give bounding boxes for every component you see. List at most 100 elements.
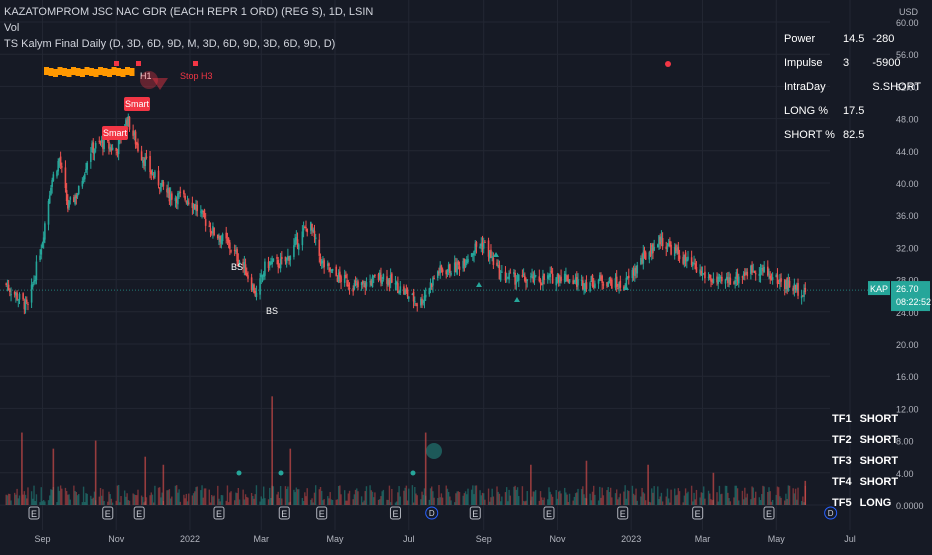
earnings-marker[interactable] <box>102 506 114 520</box>
volume-bar <box>487 488 490 505</box>
earnings-marker-label: E <box>546 509 552 519</box>
earnings-marker[interactable] <box>28 506 40 520</box>
candle-body <box>318 239 321 256</box>
candle-body <box>242 262 244 266</box>
volume-bar <box>284 486 287 505</box>
volume-bar <box>346 500 348 505</box>
candle-body <box>684 252 687 261</box>
dividend-marker[interactable] <box>425 506 439 520</box>
candle-body <box>388 280 391 285</box>
volume-bar <box>294 492 296 505</box>
candle-body <box>711 279 713 282</box>
candle-body <box>403 286 405 295</box>
candle-body <box>497 265 500 267</box>
candle-body <box>40 249 43 255</box>
candle-body <box>751 265 753 273</box>
volume-bar <box>261 498 264 505</box>
volume-bar <box>370 490 372 505</box>
earnings-marker[interactable] <box>469 506 481 520</box>
candle-body <box>746 271 749 277</box>
earnings-marker[interactable] <box>617 506 629 520</box>
volume-bar <box>255 485 258 505</box>
candle-body <box>440 265 443 270</box>
earnings-marker[interactable] <box>278 506 290 520</box>
volume-bar <box>593 485 595 505</box>
volume-bar <box>693 492 695 505</box>
candle-body <box>365 282 368 287</box>
volume-bar <box>388 485 391 505</box>
info-cell <box>843 78 870 100</box>
candle-body <box>560 276 562 282</box>
volume-bar <box>404 487 406 505</box>
candle-body <box>499 273 502 281</box>
bs-label: BS <box>231 262 243 272</box>
candle-body <box>598 275 601 281</box>
volume-bar <box>301 497 304 505</box>
volume-bar <box>331 500 334 505</box>
time-tick-label: Sep <box>476 534 492 544</box>
volume-bar <box>363 500 365 505</box>
candle-body <box>752 270 755 272</box>
candle-body <box>484 242 486 244</box>
volume-bar <box>607 487 609 505</box>
earnings-marker[interactable] <box>316 506 328 520</box>
earnings-marker[interactable] <box>763 506 775 520</box>
earnings-marker[interactable] <box>133 506 145 520</box>
volume-bar <box>137 489 139 505</box>
candle-body <box>177 193 179 205</box>
h1-label: H1 <box>140 71 152 81</box>
volume-bar <box>85 493 87 505</box>
volume-bar <box>479 490 481 505</box>
candle-body <box>7 284 10 291</box>
volume-bar <box>640 496 642 505</box>
volume-bar <box>608 491 611 505</box>
candle-body <box>491 256 493 259</box>
volume-bar <box>212 496 214 505</box>
candle-body <box>792 287 794 291</box>
volume-bar <box>149 495 151 505</box>
earnings-marker[interactable] <box>543 506 555 520</box>
candle-body <box>218 238 220 240</box>
earnings-marker[interactable] <box>389 506 401 520</box>
candle-body <box>736 273 739 282</box>
candle-body <box>670 244 672 255</box>
candle-body <box>591 274 594 287</box>
candle-body <box>457 261 460 265</box>
volume-bar <box>566 494 568 505</box>
signal-marker <box>125 67 130 75</box>
signal-marker <box>80 69 85 77</box>
volume-bar <box>501 496 503 505</box>
stop-label: Stop H3 <box>180 71 213 81</box>
candle-body <box>505 278 508 280</box>
earnings-marker[interactable] <box>213 506 225 520</box>
candle-body <box>125 119 127 131</box>
volume-bar <box>447 491 450 505</box>
volume-bar <box>450 500 452 505</box>
volume-bar <box>543 497 545 505</box>
candle-body <box>796 284 798 291</box>
price-tick-label: 32.00 <box>896 243 919 253</box>
earnings-marker[interactable] <box>692 506 704 520</box>
candle-body <box>143 160 145 166</box>
indicator-title[interactable]: TS Kalym Final Daily (D, 3D, 6D, 9D, M, … <box>4 38 336 50</box>
indicator-overlay: Smart Smart H1 Stop H3 BS BS <box>0 61 870 476</box>
earnings-marker-label: E <box>319 509 325 519</box>
candle-body <box>783 280 786 289</box>
volume-bar <box>78 493 80 505</box>
volume-bar <box>235 492 237 505</box>
volume-bar <box>796 499 798 505</box>
candle-body <box>144 158 147 166</box>
candle-body <box>744 272 746 277</box>
candle-body <box>677 246 680 255</box>
volume-bar <box>382 489 385 505</box>
info-row: Impulse 3 -5900 <box>784 54 927 76</box>
dividend-marker[interactable] <box>824 506 838 520</box>
candle-body <box>328 263 330 266</box>
candle-body <box>297 244 300 250</box>
candle-body <box>17 299 20 301</box>
tf-cell: SHORT <box>859 434 899 446</box>
volume-bar <box>152 502 155 505</box>
candle-body <box>77 185 80 194</box>
